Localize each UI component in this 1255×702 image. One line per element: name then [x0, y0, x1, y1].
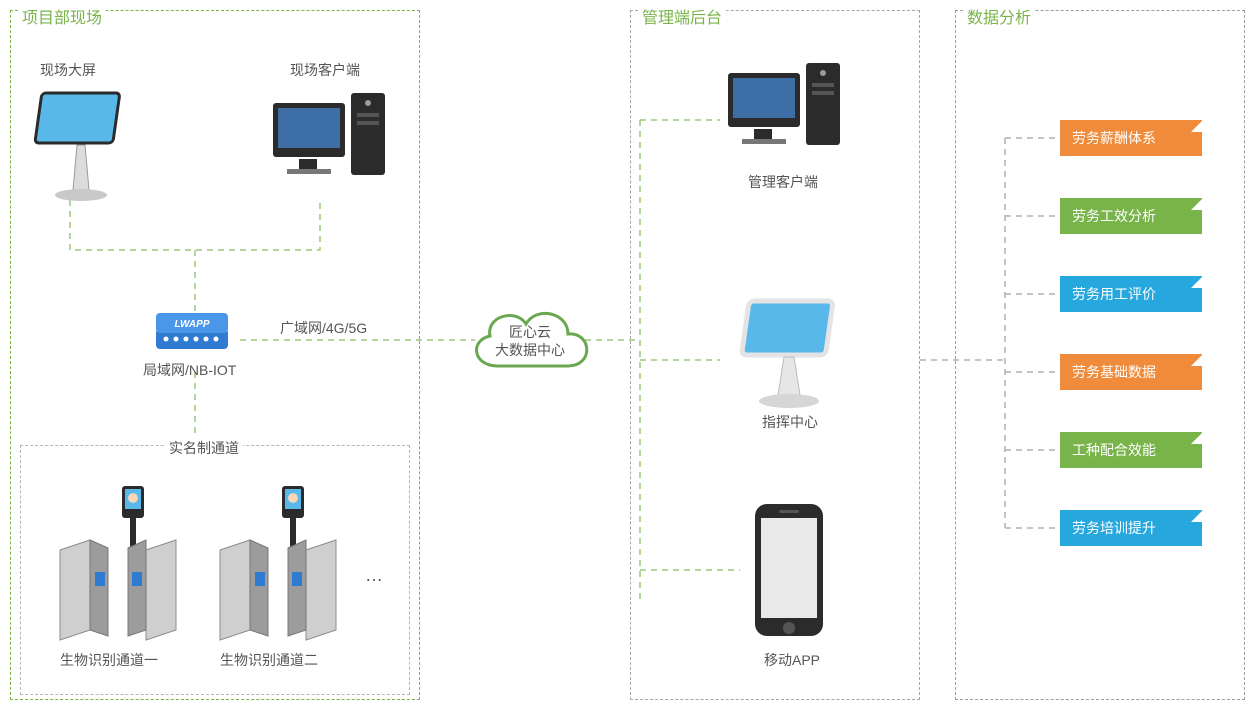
- channel-heading: 实名制通道: [165, 438, 243, 458]
- router-icon: LWAPP: [150, 305, 240, 360]
- conn-site-top: [70, 200, 320, 250]
- app-label: 移动APP: [764, 650, 820, 670]
- analysis-tag-1: 劳务工效分析: [1060, 198, 1202, 234]
- gate1-label: 生物识别通道一: [60, 650, 158, 670]
- big-screen-label: 现场大屏: [40, 60, 96, 80]
- gate2-icon: [210, 480, 360, 650]
- site-client-label: 现场客户端: [290, 60, 360, 80]
- gate1-icon: [50, 480, 200, 650]
- analysis-tag-4: 工种配合效能: [1060, 432, 1202, 468]
- lan-label: 局域网/NB-IOT: [143, 360, 236, 380]
- site-client-icon: [265, 85, 395, 205]
- kiosk-label: 指挥中心: [762, 412, 818, 432]
- phone-icon: [745, 500, 835, 650]
- mgmt-client-label: 管理客户端: [748, 172, 818, 192]
- diagram-stage: 项目部现场 管理端后台 数据分析 现场大屏 现场客户端: [0, 0, 1255, 702]
- gate2-label: 生物识别通道二: [220, 650, 318, 670]
- router-badge-text: LWAPP: [174, 319, 209, 330]
- mgmt-client-icon: [720, 55, 850, 175]
- analysis-tag-0: 劳务薪酬体系: [1060, 120, 1202, 156]
- kiosk-icon: [730, 295, 850, 415]
- cloud-line2: 大数据中心: [495, 340, 565, 360]
- analysis-tag-3: 劳务基础数据: [1060, 354, 1202, 390]
- wan-label: 广域网/4G/5G: [280, 318, 367, 338]
- conn-analysis-trunk: [920, 138, 1005, 528]
- analysis-tag-5: 劳务培训提升: [1060, 510, 1202, 546]
- gate-ellipsis: …: [365, 565, 383, 586]
- big-screen-icon: [25, 85, 135, 205]
- cloud-line1: 匠心云: [509, 322, 551, 342]
- analysis-tag-2: 劳务用工评价: [1060, 276, 1202, 312]
